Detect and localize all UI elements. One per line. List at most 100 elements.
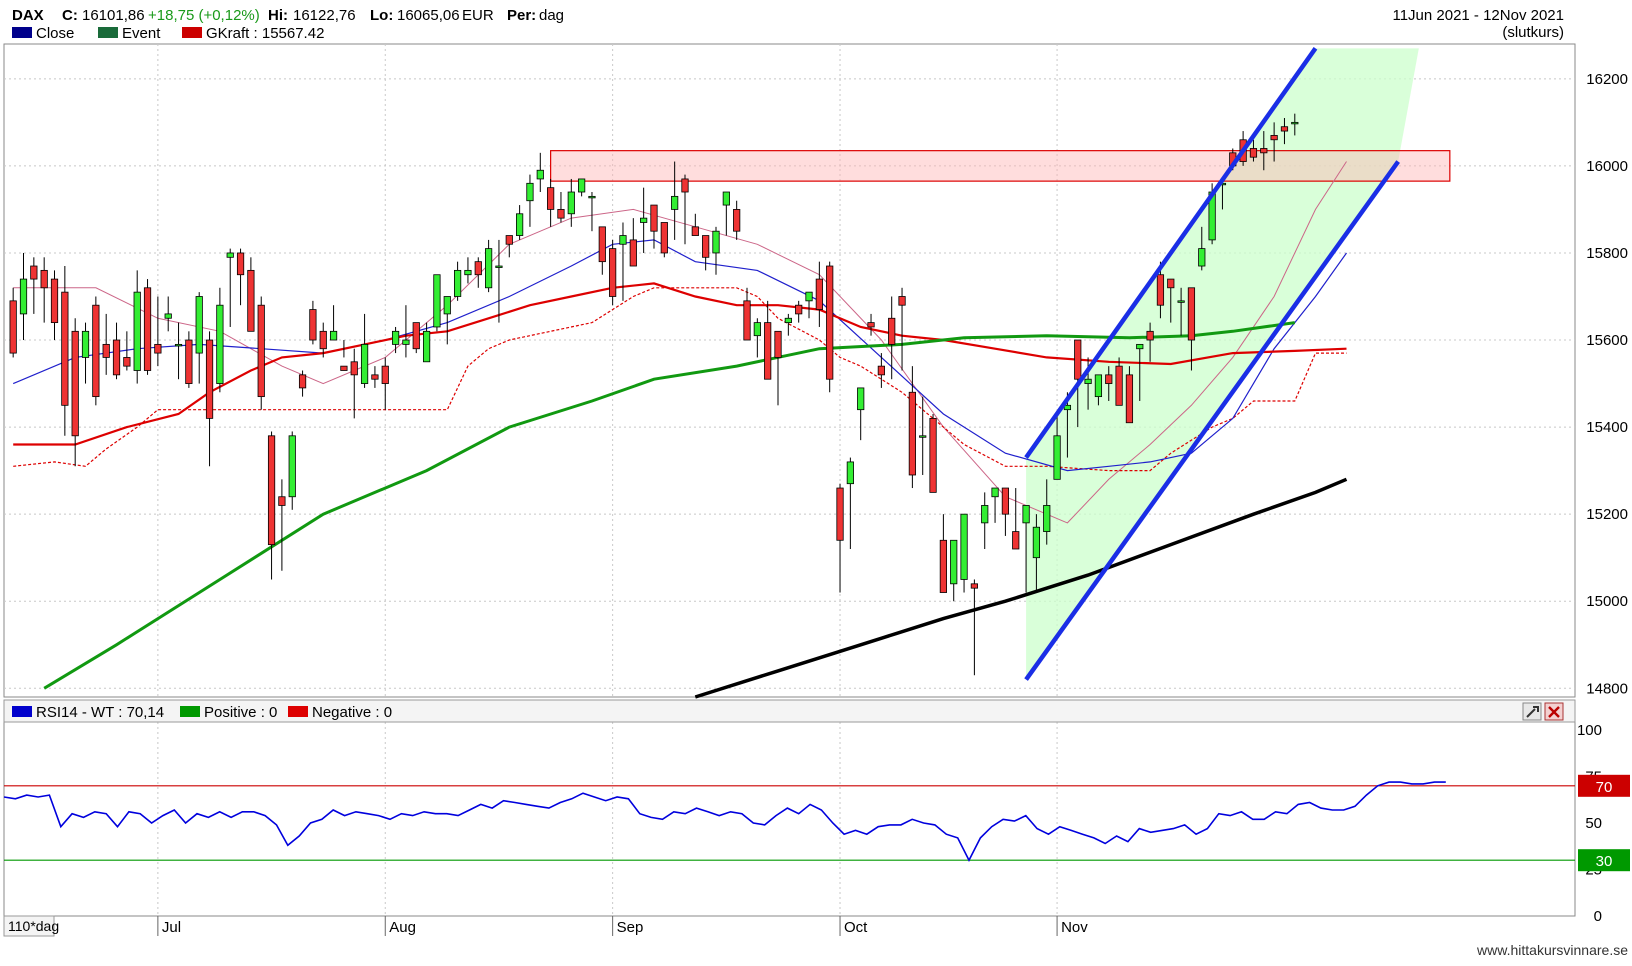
candle bbox=[464, 269, 472, 276]
y-tick-label: 16000 bbox=[1586, 158, 1628, 175]
rsi-legend-bar bbox=[3, 699, 1576, 723]
change-value: +18,75 (+0,12%) bbox=[148, 7, 260, 24]
candle bbox=[815, 278, 823, 310]
candle bbox=[433, 274, 441, 328]
candle bbox=[1032, 526, 1041, 559]
candle bbox=[50, 278, 59, 324]
legend-item[interactable]: Close bbox=[36, 25, 74, 42]
main-legend: Close Event GKraft : 15567.42 bbox=[12, 25, 324, 42]
legend-item[interactable]: Event bbox=[122, 25, 161, 42]
candle bbox=[526, 182, 534, 202]
candle bbox=[981, 505, 989, 524]
candle bbox=[609, 248, 617, 297]
legend-swatch bbox=[12, 706, 32, 717]
candle bbox=[795, 304, 803, 315]
candle bbox=[495, 265, 503, 268]
candle bbox=[1094, 374, 1103, 398]
candle bbox=[485, 248, 493, 289]
candle bbox=[588, 195, 596, 199]
rsi-plot-area bbox=[3, 721, 1576, 917]
candle bbox=[836, 487, 844, 541]
period-label: Per: bbox=[507, 7, 536, 24]
symbol-label: DAX bbox=[12, 7, 44, 24]
candle bbox=[557, 209, 565, 219]
candle bbox=[660, 222, 668, 254]
candle bbox=[453, 269, 462, 297]
price-panel: 14800 15000 15200 15400 15600 15800 16000 16200 bbox=[3, 43, 1628, 699]
candle bbox=[309, 309, 317, 341]
candle bbox=[578, 178, 586, 193]
zoom-label: 110*dag bbox=[8, 918, 59, 934]
legend-swatch bbox=[180, 706, 200, 717]
ma-black-line bbox=[694, 477, 1348, 699]
legend-item[interactable]: Positive : 0 bbox=[204, 704, 277, 721]
legend-item[interactable]: Negative : 0 bbox=[312, 704, 392, 721]
channel-upper-line bbox=[1024, 47, 1318, 459]
candle bbox=[1105, 374, 1113, 384]
candle bbox=[1074, 339, 1082, 380]
legend-item[interactable]: GKraft : 15567.42 bbox=[206, 25, 324, 42]
candle bbox=[536, 169, 544, 180]
hi-value: 16122,76 bbox=[293, 7, 356, 24]
close-label: C: bbox=[62, 7, 78, 24]
candle bbox=[30, 265, 38, 280]
candle bbox=[629, 239, 637, 267]
rsi-lower-badge bbox=[1578, 849, 1630, 872]
period-value: dag bbox=[539, 7, 564, 24]
y-tick-label: 15000 bbox=[1586, 593, 1628, 610]
candle bbox=[1084, 378, 1092, 384]
candle bbox=[867, 322, 875, 328]
candle bbox=[857, 387, 865, 411]
candle bbox=[1291, 121, 1299, 125]
rsi-upper-badge-label: 70 bbox=[1596, 779, 1613, 796]
candle bbox=[846, 461, 854, 485]
candle bbox=[40, 269, 48, 289]
candle bbox=[474, 261, 482, 276]
candle bbox=[681, 178, 689, 193]
candle bbox=[722, 191, 730, 206]
zoom-label-box[interactable] bbox=[3, 915, 55, 937]
candle bbox=[712, 230, 720, 254]
y-tick-label: 15600 bbox=[1586, 332, 1628, 349]
close-panel-icon[interactable] bbox=[1544, 702, 1564, 721]
legend-swatch bbox=[182, 27, 202, 38]
candle bbox=[1177, 300, 1185, 303]
currency-label: EUR bbox=[462, 7, 494, 24]
legend-swatch bbox=[288, 706, 308, 717]
y-tick-label: 15800 bbox=[1586, 245, 1628, 262]
candle bbox=[753, 322, 761, 337]
candle bbox=[1012, 531, 1020, 550]
y-tick-label: 16200 bbox=[1586, 71, 1628, 88]
candle bbox=[267, 435, 276, 546]
candle bbox=[298, 374, 307, 389]
rsi-tick-label: 0 bbox=[1594, 908, 1602, 925]
candle bbox=[516, 213, 524, 236]
candle bbox=[195, 296, 203, 354]
wrench-icon[interactable] bbox=[1522, 702, 1542, 721]
candle bbox=[422, 330, 431, 363]
candle bbox=[360, 343, 369, 384]
candle bbox=[288, 435, 296, 498]
legend-item[interactable]: RSI14 - WT : 70,14 bbox=[36, 704, 164, 721]
candle bbox=[733, 209, 741, 232]
candle bbox=[1146, 330, 1154, 341]
candle bbox=[671, 195, 679, 210]
candle bbox=[547, 187, 555, 210]
price-type: (slutkurs) bbox=[1502, 24, 1564, 41]
candle bbox=[1260, 148, 1268, 154]
ma-red-line bbox=[13, 282, 1347, 446]
rsi-upper-badge bbox=[1578, 774, 1630, 797]
candle bbox=[1167, 278, 1175, 289]
candle bbox=[1001, 487, 1010, 515]
candle bbox=[784, 317, 792, 324]
rsi-line bbox=[3, 781, 1446, 862]
ma-fast-blue-line bbox=[12, 239, 1347, 472]
support-dotted-line bbox=[13, 287, 1347, 472]
lo-value: 16065,06 bbox=[397, 7, 460, 24]
candle bbox=[226, 252, 234, 258]
candle bbox=[991, 487, 999, 498]
legend-swatch bbox=[12, 27, 32, 38]
candle bbox=[381, 365, 389, 384]
candle bbox=[567, 191, 575, 215]
